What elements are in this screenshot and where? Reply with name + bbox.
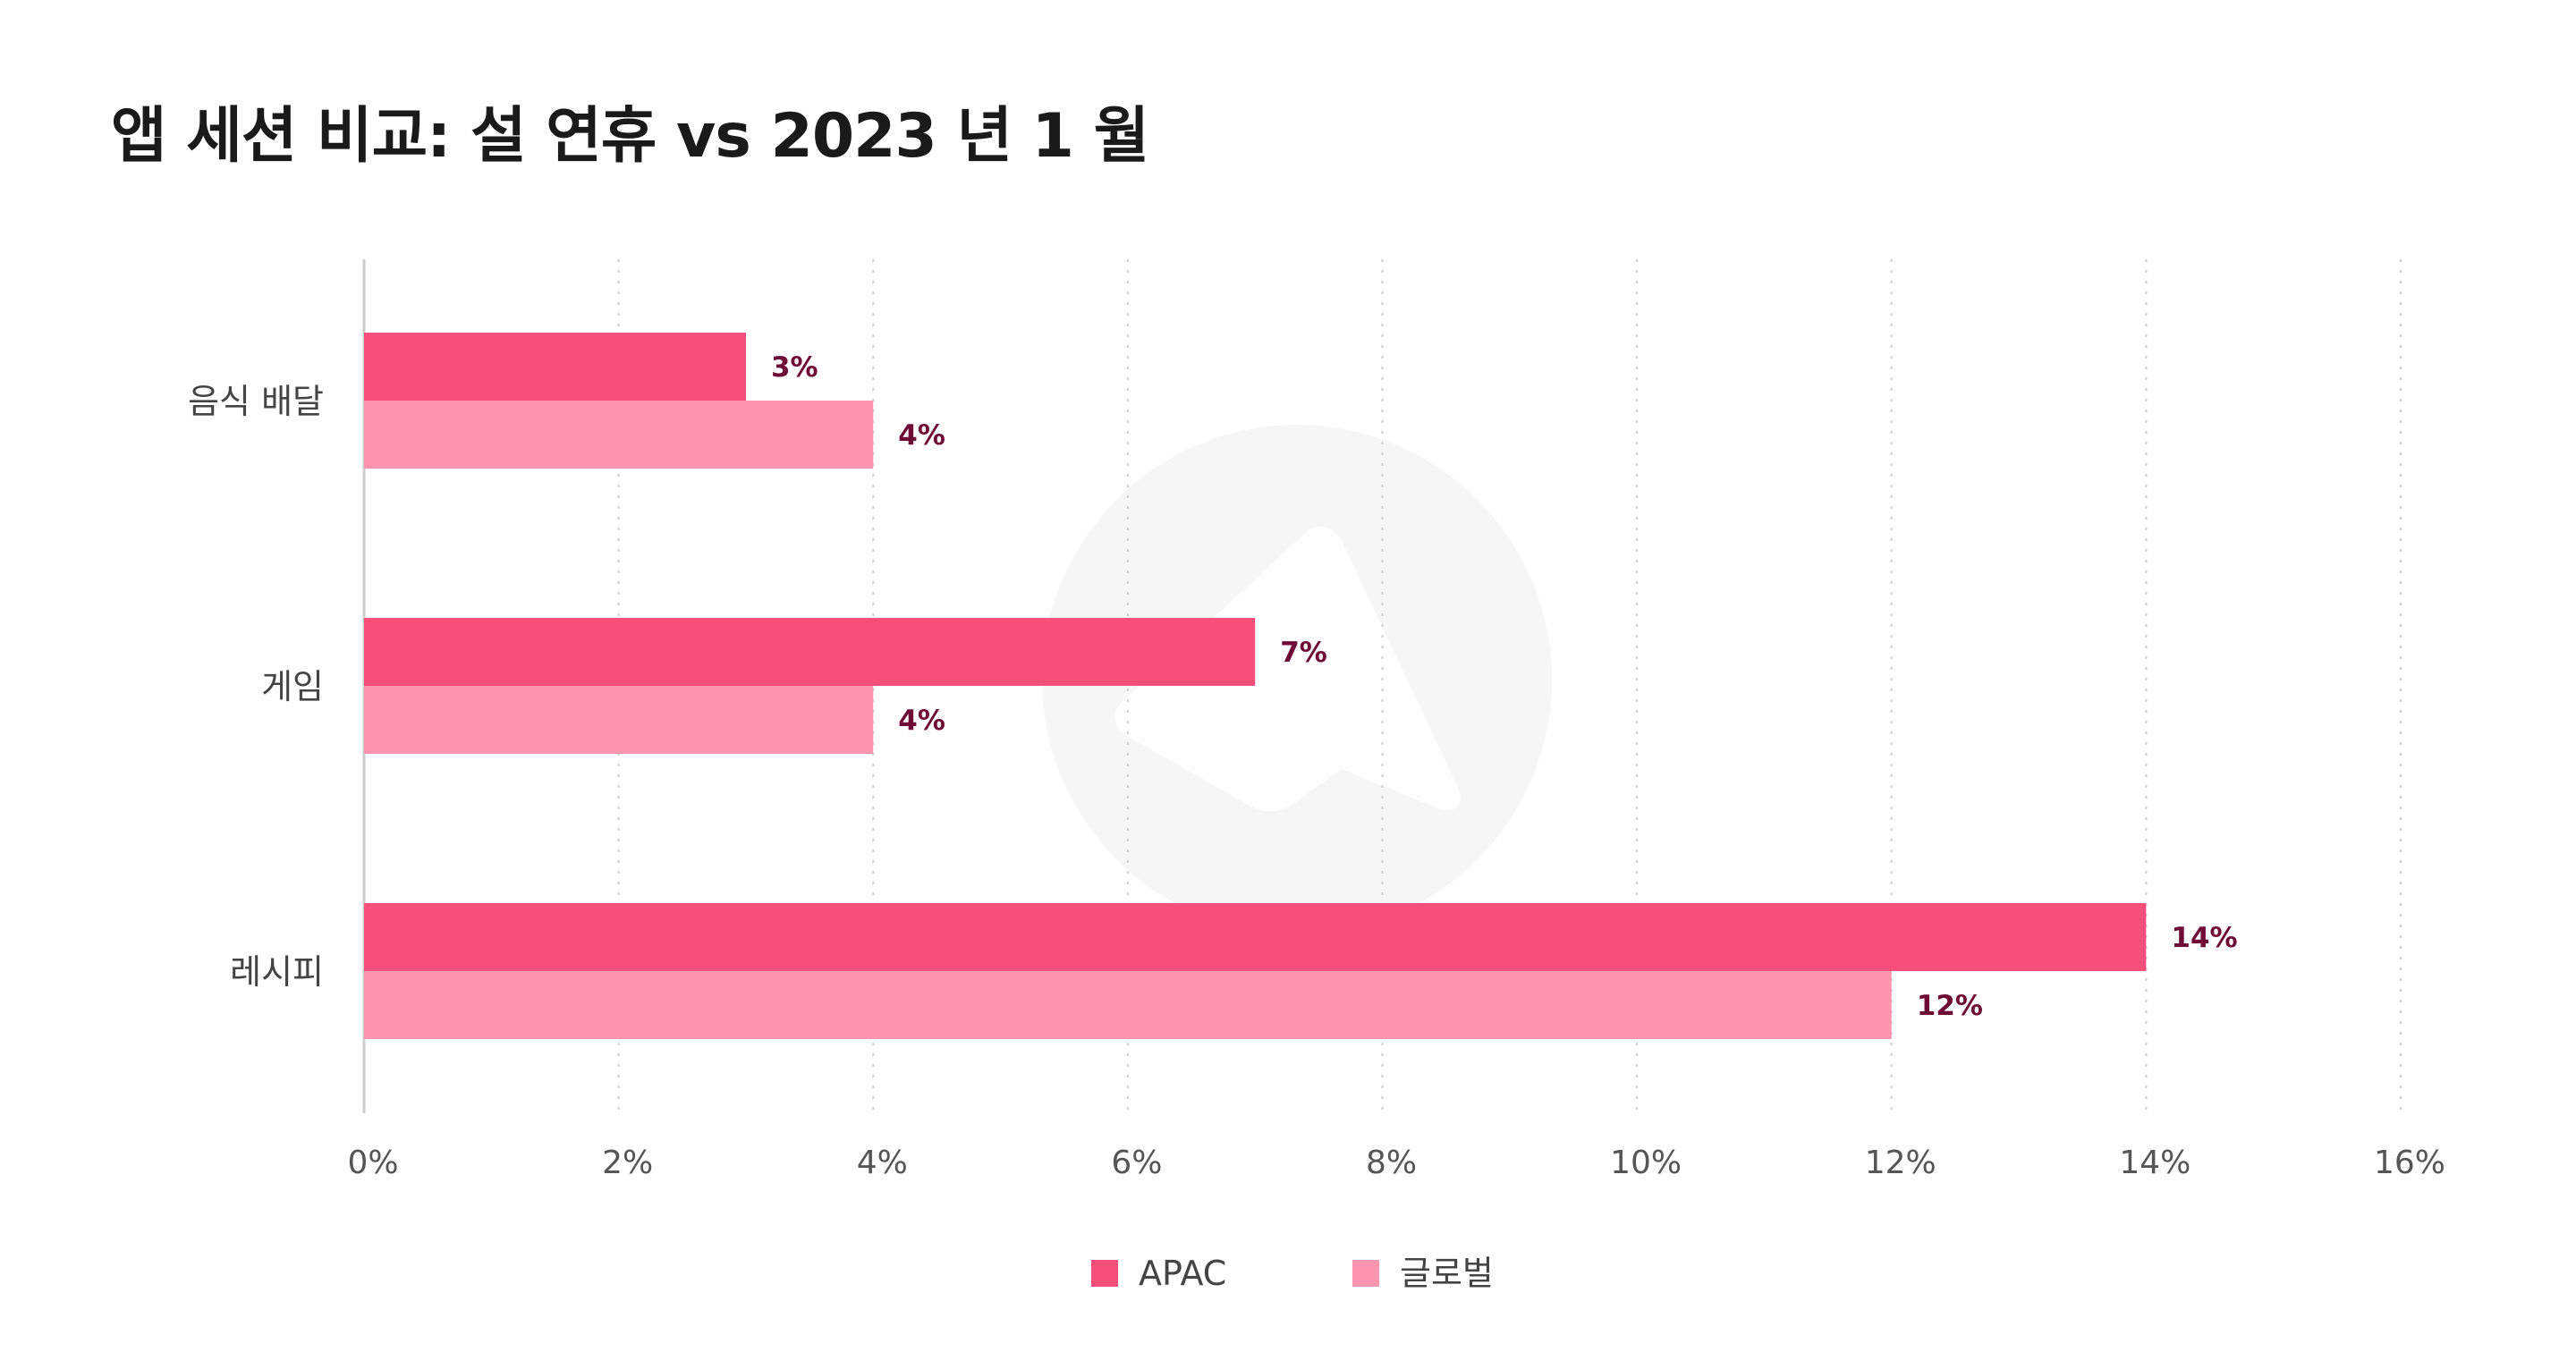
chart-title: 앱 세션 비교: 설 연휴 vs 2023 년 1 월 bbox=[111, 101, 1149, 172]
x-tick-label: 4% bbox=[857, 1145, 908, 1181]
data-label: 7% bbox=[1280, 637, 1327, 669]
x-axis-tick-labels: 0% 2% 4% 6% 8% 10% 12% 14% 16% bbox=[347, 1145, 2445, 1181]
data-label: 3% bbox=[771, 351, 818, 384]
data-label: 4% bbox=[898, 705, 945, 737]
data-label: 14% bbox=[2171, 922, 2237, 954]
x-tick-label: 6% bbox=[1111, 1145, 1162, 1181]
bar-global bbox=[364, 686, 874, 754]
bar-apac bbox=[364, 333, 746, 401]
watermark-logo-icon bbox=[1042, 425, 1552, 934]
data-label: 12% bbox=[1917, 990, 1983, 1022]
category-label: 레시피 bbox=[230, 952, 324, 992]
x-tick-label: 16% bbox=[2374, 1145, 2445, 1181]
bar-global bbox=[364, 971, 1892, 1039]
legend-swatch bbox=[1352, 1260, 1379, 1287]
category-label: 게임 bbox=[261, 667, 324, 706]
bars bbox=[364, 333, 2147, 1039]
data-label: 4% bbox=[898, 419, 945, 452]
x-tick-label: 8% bbox=[1366, 1145, 1417, 1181]
legend-label: 글로벌 bbox=[1400, 1254, 1494, 1293]
x-tick-label: 0% bbox=[347, 1145, 398, 1181]
bar-global bbox=[364, 401, 874, 469]
legend: APAC 글로벌 bbox=[1091, 1254, 1494, 1293]
x-tick-label: 10% bbox=[1610, 1145, 1682, 1181]
x-tick-label: 12% bbox=[1865, 1145, 1936, 1181]
data-labels: 3% 7% 14% 4% 4% 12% bbox=[771, 351, 2238, 1022]
legend-label: APAC bbox=[1139, 1254, 1226, 1293]
legend-item: APAC bbox=[1091, 1254, 1226, 1293]
legend-swatch bbox=[1091, 1260, 1118, 1287]
x-tick-label: 14% bbox=[2119, 1145, 2190, 1181]
x-tick-label: 2% bbox=[602, 1145, 653, 1181]
category-label: 음식 배달 bbox=[188, 382, 324, 421]
bar-apac bbox=[364, 618, 1256, 686]
legend-item: 글로벌 bbox=[1352, 1254, 1494, 1293]
bar-apac bbox=[364, 903, 2147, 971]
